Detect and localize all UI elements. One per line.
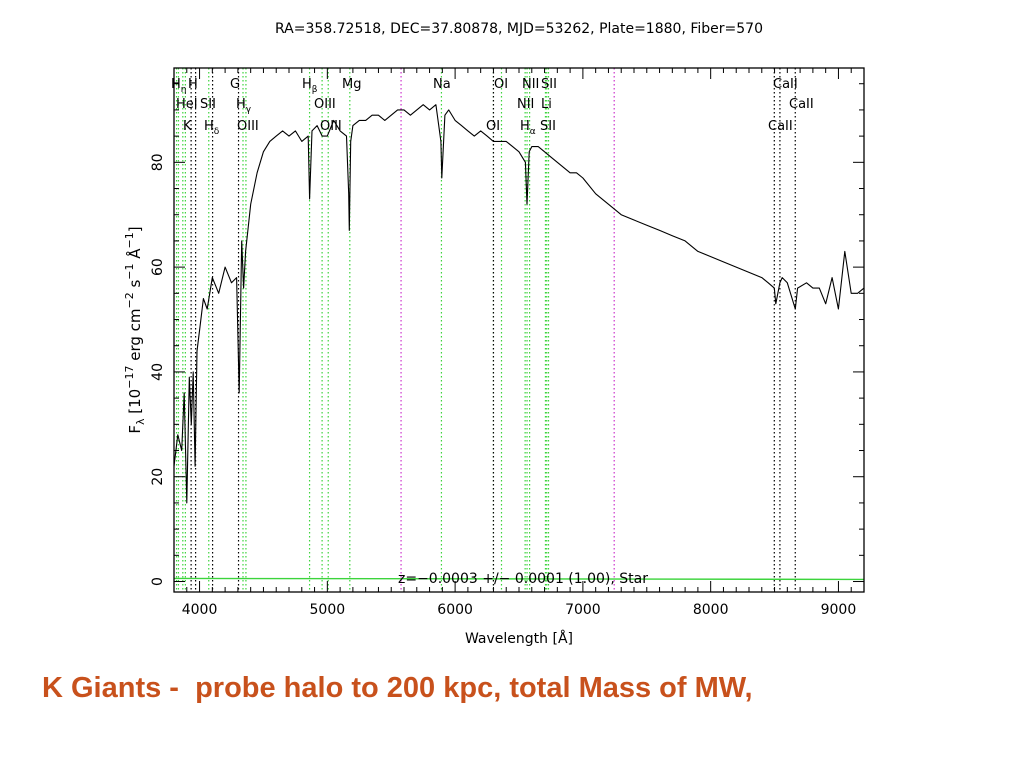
label-nii-mid: NII — [517, 97, 534, 112]
label-h-delta: Hδ — [204, 119, 220, 137]
x-tick-label: 4000 — [182, 602, 218, 618]
label-h-gamma: Hγ — [236, 97, 252, 115]
label-h-epsilon: H — [188, 77, 198, 92]
plot-frame — [173, 67, 865, 593]
y-tick-label: 60 — [150, 258, 166, 276]
label-oi-top: OI — [494, 77, 508, 92]
label-li: Li — [541, 97, 552, 112]
label-na: Na — [433, 77, 451, 92]
y-tick-label: 40 — [150, 363, 166, 381]
y-tick-label: 0 — [150, 577, 166, 586]
label-g: G — [230, 77, 240, 92]
label-h-beta: Hβ — [302, 77, 318, 95]
line-labels: Hη H HeI SII K Hδ G Hγ OIII Hβ OIII OIII… — [171, 77, 814, 137]
slide-caption: K Giants - probe halo to 200 kpc, total … — [42, 672, 753, 704]
y-axis-ticks: 0 20 40 60 80 — [150, 83, 864, 586]
x-tick-label: 6000 — [437, 602, 473, 618]
y-tick-label: 80 — [150, 153, 166, 171]
label-caii-top: CaII — [773, 77, 798, 92]
label-mg: Mg — [342, 77, 361, 92]
y-tick-label: 20 — [150, 468, 166, 486]
spectrum-series — [173, 104, 865, 581]
x-tick-label: 8000 — [693, 602, 729, 618]
emission-line-markers — [175, 68, 796, 592]
label-hei: HeI — [176, 97, 198, 112]
label-sii-top: SII — [541, 77, 557, 92]
label-caii-mid: CaII — [789, 97, 814, 112]
label-oiii-blue: OIII — [237, 119, 259, 134]
label-sii-blue: SII — [200, 97, 216, 112]
error-series-line — [173, 577, 865, 581]
x-tick-label: 5000 — [310, 602, 346, 618]
x-tick-label: 7000 — [565, 602, 601, 618]
x-axis-label: Wavelength [Å] — [465, 630, 573, 647]
label-caii-bottom: CaII — [768, 119, 793, 134]
label-sii-bottom: SII — [540, 119, 556, 134]
label-h-eta: Hη — [171, 77, 187, 95]
chart-title: RA=358.72518, DEC=37.80878, MJD=53262, P… — [275, 21, 763, 37]
label-k: K — [183, 119, 192, 134]
redshift-annotation: z=−0.0003 +/− 0.0001 (1.00), Star — [398, 571, 648, 587]
y-axis-label: Fλ [10−17 erg cm−2 s−1 Å−1] — [123, 226, 147, 433]
flux-series-line — [173, 104, 865, 504]
label-oiii-b: OIII — [320, 119, 342, 134]
x-axis-ticks: 4000 5000 6000 7000 8000 9000 — [173, 68, 865, 618]
x-tick-label: 9000 — [821, 602, 857, 618]
label-oi-mid: OI — [486, 119, 500, 134]
label-nii-top: NII — [522, 77, 539, 92]
label-oiii-a: OIII — [314, 97, 336, 112]
label-h-alpha: Hα — [520, 119, 536, 137]
